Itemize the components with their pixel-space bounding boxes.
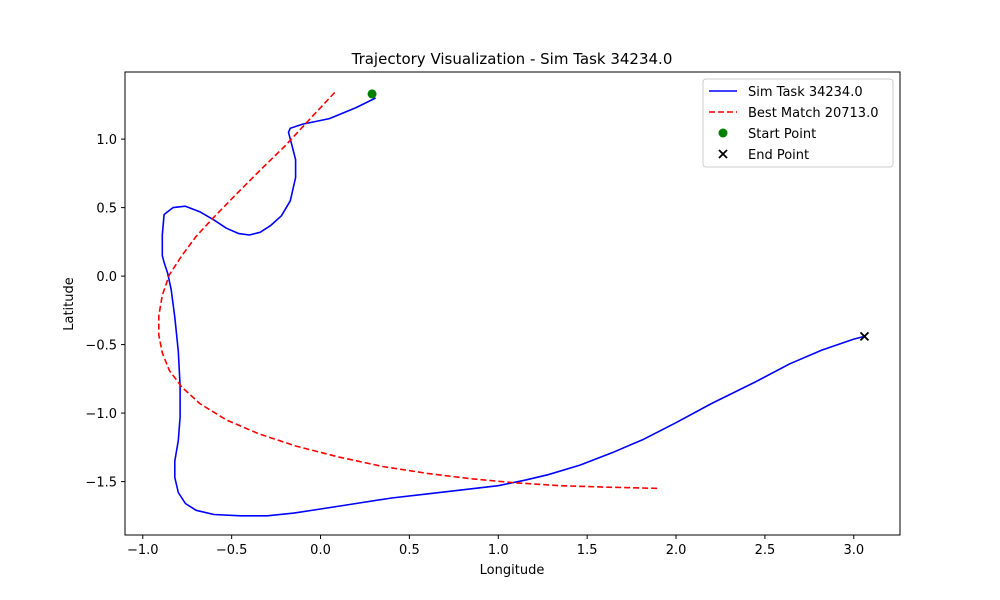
y-tick-label: 0.5 [96,202,117,217]
chart-title: Trajectory Visualization - Sim Task 3423… [351,50,673,68]
legend-marker-end [718,149,728,159]
x-tick-label: −1.0 [127,543,159,558]
start-point-marker [367,89,377,99]
y-tick-label: −0.5 [85,339,117,354]
x-tick-label: 1.5 [577,543,598,558]
legend-box [702,78,894,168]
y-tick-label: −1.0 [85,407,117,422]
y-axis: 1.0 0.5 0.0 −0.5 −1.0 −1.5 [85,133,125,491]
x-tick-label: 0.0 [310,543,331,558]
legend-label-end: End Point [748,148,809,163]
x-tick-label: 2.0 [666,543,687,558]
x-tick-label: 1.0 [488,543,509,558]
x-tick-label: 2.5 [755,543,776,558]
legend-label-start: Start Point [748,127,816,142]
plot-area [158,89,870,517]
axes-frame [124,71,901,536]
x-tick-label: 0.5 [399,543,420,558]
series-line-0 [161,97,865,517]
y-tick-label: 0.0 [96,270,117,285]
y-tick-label: 1.0 [96,133,117,148]
legend: Sim Task 34234.0 Best Match 20713.0 Star… [702,78,894,168]
x-tick-label: −0.5 [216,543,248,558]
y-tick-label: −1.5 [85,476,117,491]
series-line-1 [158,91,659,490]
x-axis: −1.0 −0.5 0.0 0.5 1.0 1.5 2.0 2.5 3.0 [127,535,864,558]
y-axis-label: Latitude [62,277,77,331]
legend-label-sim-task: Sim Task 34234.0 [748,85,863,100]
x-axis-label: Longitude [480,563,545,578]
legend-label-best-match: Best Match 20713.0 [748,106,878,121]
end-point-marker [859,331,870,342]
x-tick-label: 3.0 [843,543,864,558]
legend-marker-start [718,128,728,138]
